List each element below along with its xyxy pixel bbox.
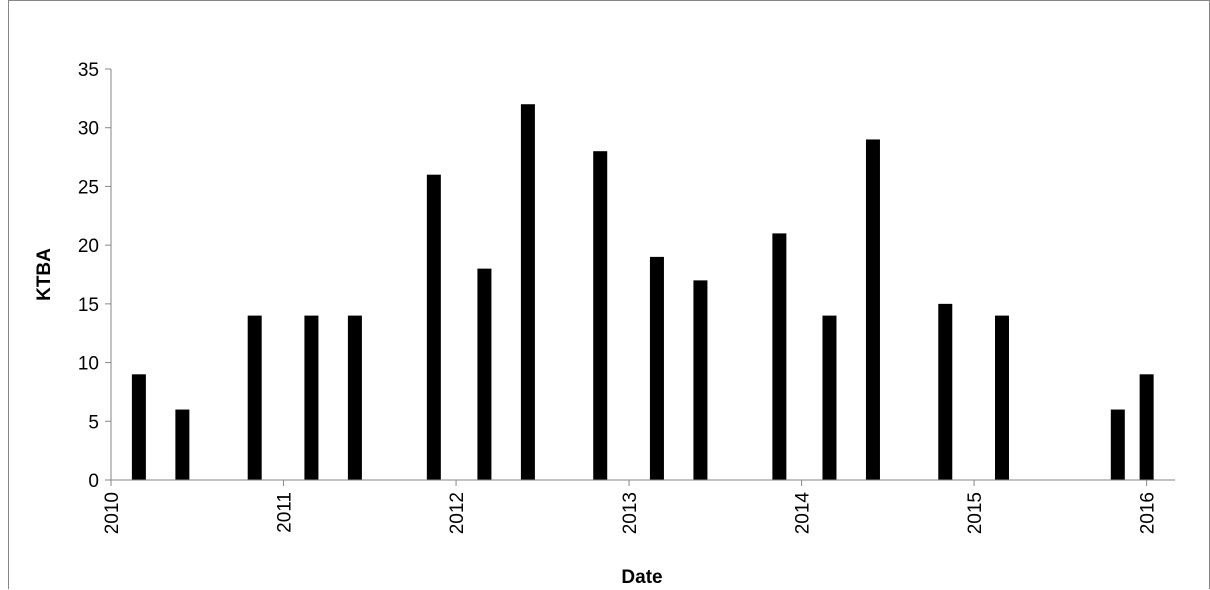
x-tick-label: 2015: [965, 492, 986, 534]
bar-2014-11-01: [938, 303, 953, 480]
bar-2010-06-01: [175, 409, 190, 480]
bar-2015-11-01: [1110, 409, 1125, 480]
y-tick-label: 5: [88, 412, 99, 433]
bar-2011-06-01: [347, 315, 362, 480]
bar-2013-06-01: [693, 280, 708, 480]
x-tick-label: 2016: [1138, 492, 1159, 534]
bar-2016-01-01: [1139, 374, 1154, 480]
bar-2012-06-01: [520, 104, 535, 480]
y-tick-label: 0: [88, 471, 99, 492]
y-tick-label: 25: [78, 177, 99, 198]
x-tick-label: 2014: [793, 492, 814, 535]
bar-2014-03-01: [822, 315, 837, 480]
bar-2011-03-01: [304, 315, 319, 480]
bar-2010-11-01: [247, 315, 262, 480]
y-axis-title: KTBA: [34, 248, 55, 301]
bar-2014-06-01: [865, 139, 880, 480]
x-axis-ticks: 2010 2011 2012 2013 2014 2015 2016: [102, 480, 1159, 534]
y-axis-ticks: 0 5 10 15 20 25 30 35: [78, 60, 111, 492]
bar-2012-03-01: [477, 268, 492, 480]
y-tick-label: 35: [78, 60, 99, 81]
bar-2013-03-01: [649, 256, 664, 480]
bar-2015-03-01: [994, 315, 1009, 480]
bars-group: [131, 104, 1154, 480]
bar-2011-11-15: [426, 174, 441, 480]
x-axis-title: Date: [621, 567, 662, 588]
bar-2013-11-15: [772, 233, 787, 480]
bar-2010-03-01: [131, 374, 146, 480]
bar-2012-11-01: [593, 151, 608, 480]
chart-frame: 0 5 10 15 20 25 30 35 2010 2011 2012 2013 2014 2015 2…: [8, 0, 1210, 589]
x-tick-label: 2013: [620, 492, 641, 534]
y-tick-label: 15: [78, 295, 99, 316]
y-tick-label: 20: [78, 236, 99, 257]
x-tick-label: 2011: [275, 492, 296, 533]
y-tick-label: 30: [78, 119, 99, 140]
x-tick-label: 2012: [447, 492, 468, 534]
y-tick-label: 10: [78, 354, 99, 375]
x-tick-label: 2010: [102, 492, 123, 534]
